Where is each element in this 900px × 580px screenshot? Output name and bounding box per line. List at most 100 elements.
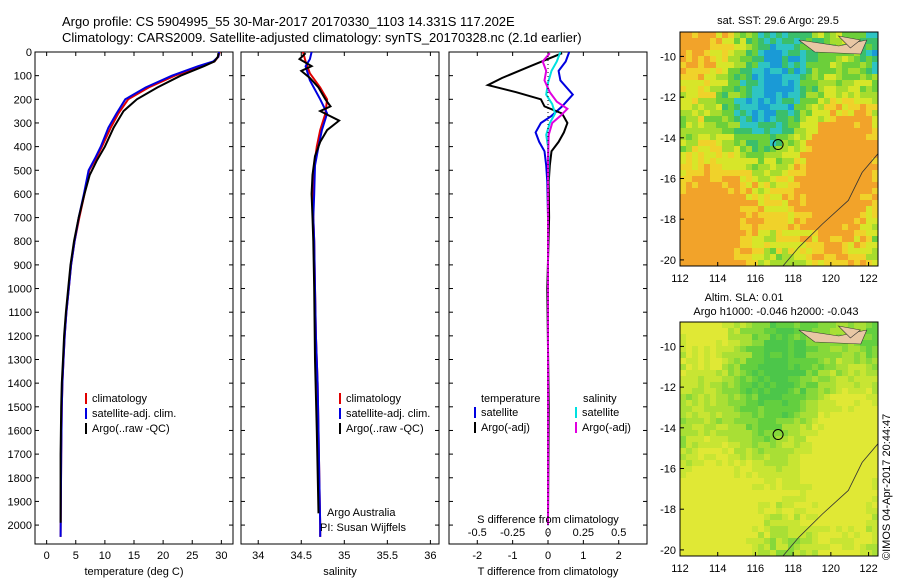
- map-cell: [836, 38, 842, 44]
- map-cell: [836, 328, 842, 334]
- map-cell: [758, 182, 764, 188]
- map-cell: [782, 496, 788, 502]
- map-cell: [794, 128, 800, 134]
- map-cell: [848, 158, 854, 164]
- map-cell: [698, 508, 704, 514]
- map-cell: [824, 322, 830, 328]
- map-cell: [686, 152, 692, 158]
- map-cell: [818, 538, 824, 544]
- map-cell: [728, 146, 734, 152]
- map-cell: [710, 472, 716, 478]
- map-cell: [812, 62, 818, 68]
- map-cell: [722, 32, 728, 38]
- map-cell: [842, 352, 848, 358]
- map-cell: [836, 412, 842, 418]
- map-cell: [710, 164, 716, 170]
- map-cell: [698, 80, 704, 86]
- map-cell: [824, 104, 830, 110]
- map-cell: [806, 538, 812, 544]
- map-cell: [728, 430, 734, 436]
- map-cell: [686, 346, 692, 352]
- map-cell: [704, 230, 710, 236]
- map-cell: [692, 496, 698, 502]
- x-tick-label: 114: [709, 563, 727, 575]
- map-cell: [788, 38, 794, 44]
- map-cell: [788, 146, 794, 152]
- map-cell: [764, 436, 770, 442]
- map-cell: [860, 74, 866, 80]
- map-cell: [872, 460, 878, 466]
- map-cell: [872, 394, 878, 400]
- map-cell: [848, 424, 854, 430]
- map-cell: [692, 406, 698, 412]
- map-cell: [782, 200, 788, 206]
- map-cell: [788, 122, 794, 128]
- map-cell: [722, 466, 728, 472]
- map-cell: [806, 242, 812, 248]
- x-tick-label: 1: [580, 550, 586, 562]
- y-tick-label: -14: [660, 133, 676, 145]
- map-cell: [806, 158, 812, 164]
- map-cell: [800, 544, 806, 550]
- map-cell: [740, 352, 746, 358]
- x-axis-label: salinity: [323, 566, 357, 578]
- map-cell: [740, 218, 746, 224]
- map-cell: [794, 376, 800, 382]
- series-line-2: [297, 52, 341, 514]
- map-cell: [782, 454, 788, 460]
- map-cell: [692, 98, 698, 104]
- map-cell: [776, 346, 782, 352]
- map-cell: [866, 472, 872, 478]
- map-cell: [776, 484, 782, 490]
- map-cell: [704, 502, 710, 508]
- map-cell: [848, 200, 854, 206]
- map-cell: [734, 550, 740, 556]
- map-cell: [692, 230, 698, 236]
- map-cell: [872, 68, 878, 74]
- map-cell: [866, 176, 872, 182]
- map-cell: [818, 164, 824, 170]
- map-cell: [710, 526, 716, 532]
- map-cell: [866, 352, 872, 358]
- map-cell: [854, 86, 860, 92]
- map-cell: [830, 74, 836, 80]
- map-cell: [872, 110, 878, 116]
- map-cell: [746, 128, 752, 134]
- map-cell: [686, 322, 692, 328]
- map-cell: [728, 538, 734, 544]
- map-cell: [716, 80, 722, 86]
- map-cell: [842, 230, 848, 236]
- map-cell: [686, 104, 692, 110]
- map-cell: [722, 364, 728, 370]
- map-cell: [824, 122, 830, 128]
- map-cell: [722, 260, 728, 266]
- map-cell: [860, 86, 866, 92]
- map-cell: [854, 352, 860, 358]
- map-cell: [866, 164, 872, 170]
- map-cell: [734, 448, 740, 454]
- map-cell: [710, 236, 716, 242]
- map-cell: [710, 104, 716, 110]
- map-cell: [842, 418, 848, 424]
- map-cell: [722, 56, 728, 62]
- map-cell: [818, 550, 824, 556]
- map-cell: [746, 92, 752, 98]
- map-cell: [806, 514, 812, 520]
- map-cell: [866, 502, 872, 508]
- map-cell: [800, 218, 806, 224]
- map-cell: [806, 38, 812, 44]
- map-cell: [770, 62, 776, 68]
- map-cell: [806, 224, 812, 230]
- map-cell: [764, 194, 770, 200]
- map-cell: [710, 376, 716, 382]
- map-cell: [842, 32, 848, 38]
- map-cell: [734, 230, 740, 236]
- map-cell: [698, 170, 704, 176]
- map-cell: [722, 448, 728, 454]
- map-cell: [770, 170, 776, 176]
- x-tick-label: 122: [859, 273, 877, 285]
- map-cell: [830, 490, 836, 496]
- map-cell: [806, 508, 812, 514]
- map-cell: [758, 218, 764, 224]
- map-cell: [788, 200, 794, 206]
